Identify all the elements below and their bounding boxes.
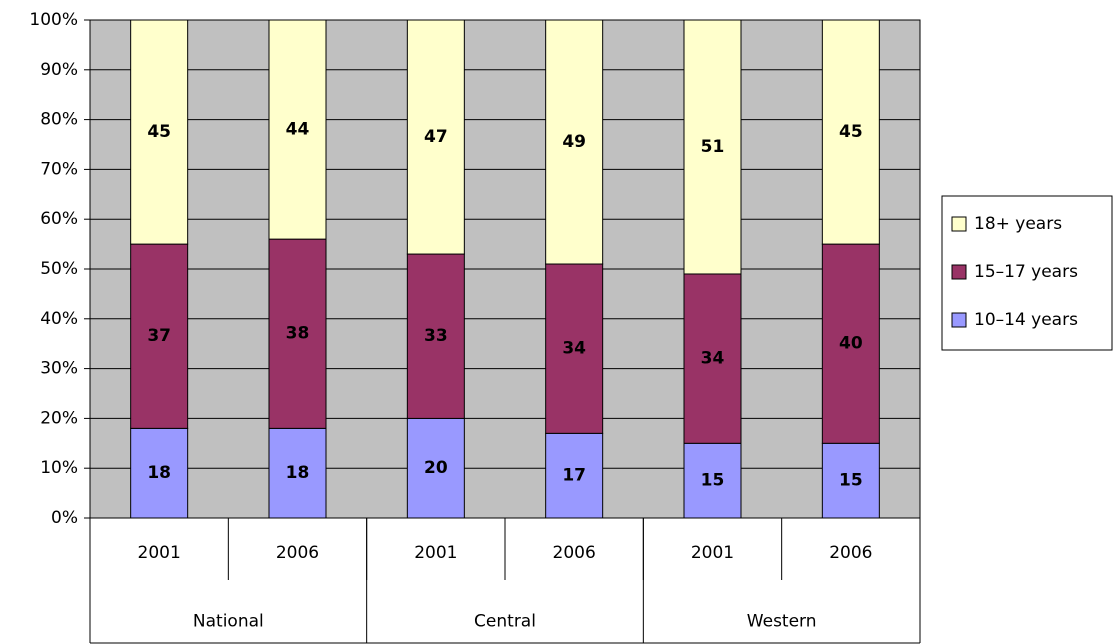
y-tick-label: 90% <box>40 60 78 80</box>
x-tick-label: 2006 <box>829 543 872 563</box>
bar-segment <box>821 442 880 519</box>
value-label: 51 <box>701 137 725 157</box>
value-label: 20 <box>424 458 448 478</box>
y-tick-label: 10% <box>40 458 78 478</box>
group-label: Western <box>747 612 817 632</box>
legend-box <box>941 195 1113 351</box>
y-tick-label: 30% <box>40 359 78 379</box>
value-label: 17 <box>562 466 586 486</box>
y-tick-label: 100% <box>29 10 78 30</box>
bar-segment <box>683 442 742 519</box>
value-label: 45 <box>839 122 863 142</box>
bar-segment <box>130 243 189 429</box>
legend-swatch <box>951 312 967 328</box>
bar-segment <box>130 427 189 519</box>
value-label: 37 <box>147 326 171 346</box>
x-tick-label: 2001 <box>138 543 181 563</box>
bar-segment <box>545 432 604 519</box>
bar-segment <box>683 273 742 444</box>
value-label: 33 <box>424 326 448 346</box>
legend-swatch <box>951 264 967 280</box>
bar-segment <box>268 427 327 519</box>
value-label: 34 <box>701 349 725 369</box>
legend-label: 15–17 years <box>974 262 1078 282</box>
y-tick-label: 50% <box>40 259 78 279</box>
value-label: 34 <box>562 339 586 359</box>
bar-segment <box>130 19 189 245</box>
bar-segment <box>821 243 880 444</box>
y-tick-label: 20% <box>40 408 78 428</box>
bar-segment <box>545 263 604 434</box>
value-label: 15 <box>839 471 863 491</box>
value-label: 47 <box>424 127 448 147</box>
legend-label: 18+ years <box>974 214 1062 234</box>
bar-segment <box>268 238 327 429</box>
bar-segment <box>268 19 327 240</box>
bar-segment <box>545 19 604 265</box>
value-label: 18 <box>147 463 171 483</box>
value-label: 49 <box>562 132 586 152</box>
value-label: 38 <box>286 324 310 344</box>
value-label: 44 <box>286 120 310 140</box>
bar-segment <box>406 253 465 419</box>
group-label: Central <box>474 612 536 632</box>
y-tick-label: 70% <box>40 159 78 179</box>
group-label: National <box>193 612 264 632</box>
value-label: 15 <box>701 471 725 491</box>
legend-label: 10–14 years <box>974 310 1078 330</box>
x-tick-label: 2006 <box>276 543 319 563</box>
bar-segment <box>683 19 742 275</box>
y-tick-label: 80% <box>40 110 78 130</box>
y-tick-label: 0% <box>51 508 78 528</box>
x-tick-label: 2001 <box>414 543 457 563</box>
bar-segment <box>406 19 465 255</box>
value-label: 18 <box>286 463 310 483</box>
value-label: 45 <box>147 122 171 142</box>
legend-swatch <box>951 216 967 232</box>
x-tick-label: 2006 <box>553 543 596 563</box>
y-tick-label: 60% <box>40 209 78 229</box>
bar-segment <box>821 19 880 245</box>
y-tick-label: 40% <box>40 309 78 329</box>
x-tick-label: 2001 <box>691 543 734 563</box>
value-label: 40 <box>839 334 863 354</box>
